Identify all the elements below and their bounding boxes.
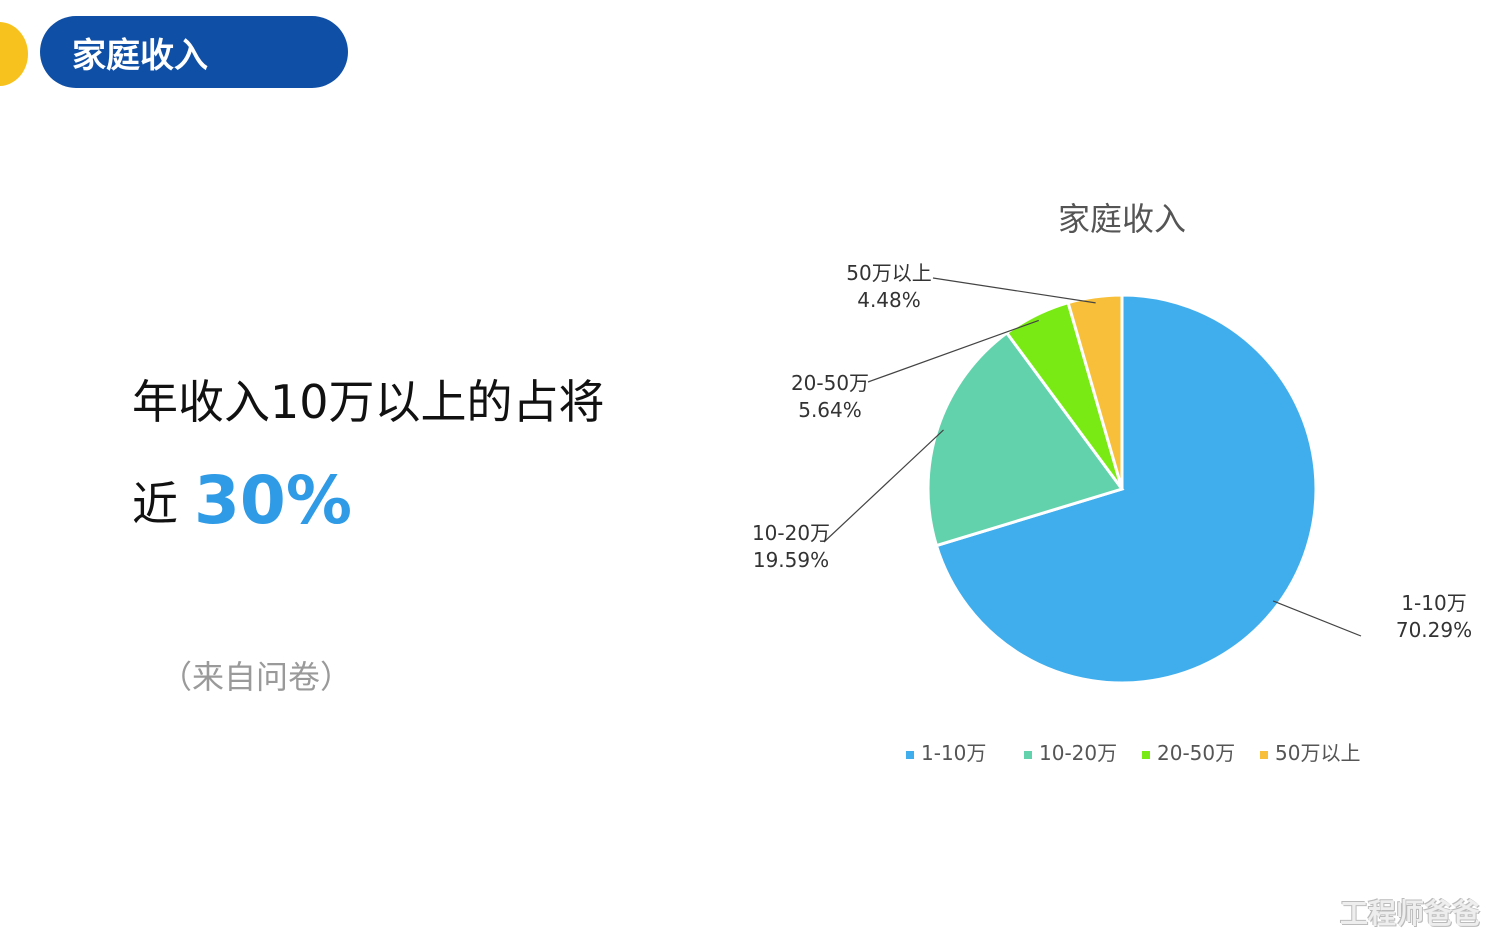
section-title-pill: 家庭收入	[40, 16, 348, 88]
highlight-percent: 30%	[194, 462, 352, 539]
headline-line-2: 近 30%	[132, 462, 352, 539]
pie-slice-3	[1066, 293, 1124, 490]
headline-prefix: 近	[132, 477, 178, 531]
section-title: 家庭收入	[72, 35, 208, 76]
leader-line-0	[1272, 600, 1362, 637]
pie-slice-1	[926, 330, 1125, 548]
chart-title: 家庭收入	[1058, 200, 1186, 238]
leader-line-1	[823, 429, 944, 543]
legend-swatch-1	[1024, 751, 1032, 759]
legend-swatch-2	[1142, 751, 1150, 759]
legend-label-2: 20-50万	[1157, 741, 1235, 765]
slice-percent-1: 19.59%	[753, 548, 829, 572]
legend-swatch-3	[1260, 751, 1268, 759]
pie-chart: 家庭收入 1-10万 70.29% 10-20万 19.59% 20-50万 5.64% 50…	[720, 170, 1500, 810]
pie-chart-svg: 家庭收入 1-10万 70.29% 10-20万 19.59% 20-50万 5.64% 50…	[752, 200, 1472, 765]
pie-slice-0	[934, 293, 1318, 685]
slice-label-1: 10-20万	[752, 521, 830, 545]
watermark-logo: 工程师爸爸	[1340, 897, 1481, 930]
slice-label-3: 50万以上	[846, 261, 931, 285]
legend-label-0: 1-10万	[921, 741, 986, 765]
legend-swatch-0	[906, 751, 914, 759]
slice-percent-2: 5.64%	[798, 398, 862, 422]
slice-label-0: 1-10万	[1401, 591, 1466, 615]
legend-label-3: 50万以上	[1275, 741, 1360, 765]
slice-percent-3: 4.48%	[857, 288, 921, 312]
source-note: （来自问卷）	[160, 658, 353, 696]
accent-dot	[0, 22, 28, 86]
leader-line-2	[867, 319, 1039, 383]
slice-label-2: 20-50万	[791, 371, 869, 395]
headline-line-1: 年收入10万以上的占将	[132, 375, 605, 429]
slice-percent-0: 70.29%	[1396, 618, 1472, 642]
leader-line-3	[932, 277, 1096, 304]
legend-label-1: 10-20万	[1039, 741, 1117, 765]
